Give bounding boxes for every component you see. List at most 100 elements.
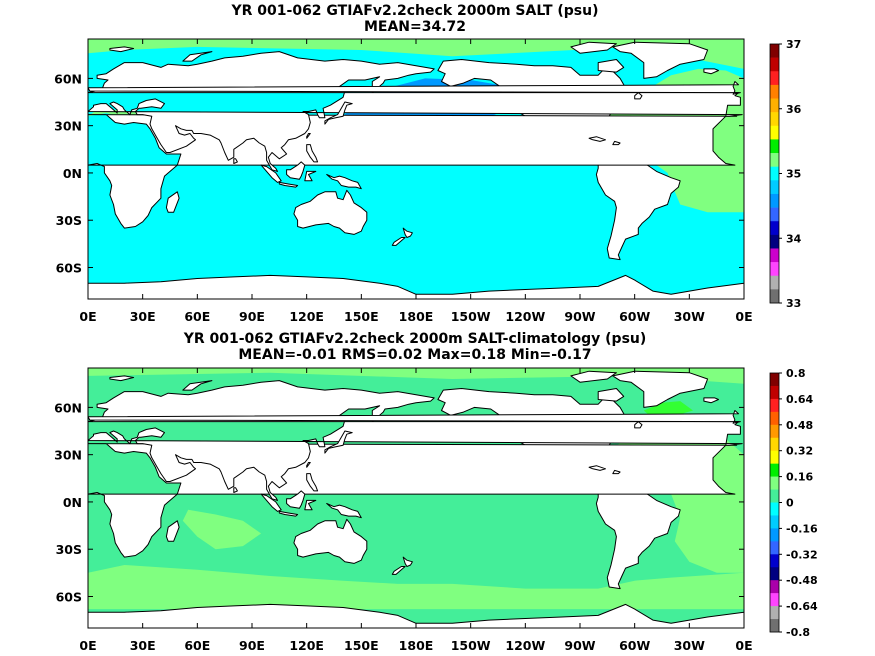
- colorbar-swatch: [770, 554, 779, 568]
- colorbar-swatch: [770, 275, 779, 290]
- panel1-xtick-label: 180E: [399, 309, 434, 324]
- colorbar-tick-label: 37: [786, 38, 801, 51]
- colorbar-swatch: [770, 619, 779, 633]
- panel2-ytick-label: 30N: [54, 448, 82, 463]
- panel1-xtick-label: 30E: [130, 309, 156, 324]
- panel1-land-sumatra: [260, 164, 282, 183]
- colorbar-swatch: [770, 221, 779, 236]
- colorbar-tick-label: 0.32: [786, 445, 813, 458]
- panel2-xtick-label: 180E: [399, 638, 434, 653]
- panel1-land-madagascar: [165, 191, 180, 213]
- colorbar-swatch: [770, 44, 779, 58]
- panel1-land-cuba: [588, 136, 606, 142]
- colorbar-swatch: [770, 528, 779, 542]
- panel2-indian-ocean-anomaly: [182, 509, 262, 550]
- colorbar-tick-label: 0: [786, 497, 794, 510]
- panel1-xtick-label: 120W: [505, 309, 545, 324]
- colorbar-swatch: [770, 84, 779, 99]
- colorbar-tick-label: 34: [786, 232, 802, 245]
- panel1-xtick-label: 90E: [239, 309, 265, 324]
- panel2-land-java: [278, 510, 299, 517]
- panel2-xtick-label: 60W: [619, 638, 650, 653]
- panel2-land-baffin: [597, 388, 625, 402]
- colorbar-swatch: [770, 112, 779, 127]
- panel2-land-cuba: [588, 465, 606, 471]
- panel2-land-japan: [324, 430, 353, 454]
- panel1-land-hispaniola: [612, 140, 621, 146]
- panel1-xtick-label: 60W: [619, 309, 650, 324]
- panel1-land-australia: [293, 189, 368, 235]
- colorbar-swatch: [770, 411, 779, 426]
- colorbar-swatch: [770, 385, 779, 400]
- panel2-xtick-label: 150W: [451, 638, 491, 653]
- colorbar-tick-label: -0.8: [786, 626, 810, 639]
- colorbar-tick-label: -0.64: [786, 600, 818, 613]
- colorbar-swatch: [770, 289, 779, 304]
- panel1-ytick-label: 60N: [54, 71, 82, 86]
- panel1-land-japan: [324, 101, 353, 125]
- panel2-xtick-label: 0E: [735, 638, 752, 653]
- panel2-subtitle: MEAN=-0.01 RMS=0.02 Max=0.18 Min=-0.17: [238, 347, 592, 363]
- panel1-land-britain: [88, 81, 741, 95]
- panel2-xtick-label: 90E: [239, 638, 265, 653]
- panel2-land-ellesmere: [570, 370, 617, 383]
- colorbar-tick-label: 0.16: [786, 471, 813, 484]
- panel2-xtick-label: 120E: [289, 638, 324, 653]
- panel1-colorbar: 37 36 35 34 33: [769, 38, 802, 310]
- colorbar-tick-label: 35: [786, 168, 801, 181]
- panel1-ytick-label: 60S: [56, 260, 82, 275]
- panel1-plot-area: [88, 39, 744, 299]
- panel1-title: YR 001-062 GTIAFv2.2check 2000m SALT (ps…: [231, 3, 599, 19]
- panel1-xtick-label: 90W: [564, 309, 595, 324]
- panel1-xtick-label: 120E: [289, 309, 324, 324]
- panel2-xtick-label: 90W: [564, 638, 595, 653]
- panel2-xtick-label: 30E: [130, 638, 156, 653]
- panel1-land-south-america: [595, 155, 681, 261]
- colorbar-swatch: [770, 98, 779, 113]
- panel1-land-eurasia: [88, 51, 743, 172]
- colorbar-swatch: [770, 139, 779, 154]
- colorbar-swatch: [770, 207, 779, 222]
- panel1-xtick-label: 0E: [735, 309, 752, 324]
- colorbar-swatch: [770, 153, 779, 167]
- colorbar-tick-label: 0.64: [786, 393, 813, 406]
- panel2-xtick-label: 120W: [505, 638, 545, 653]
- colorbar-swatch: [770, 541, 779, 555]
- colorbar-swatch: [770, 489, 779, 503]
- colorbar-swatch: [770, 450, 779, 464]
- panel2-land-philippines: [306, 473, 319, 492]
- panel1-land-africa: [88, 114, 738, 229]
- panel1-land-new-zealand-south: [391, 237, 406, 246]
- panel2-southern-ocean-anomaly: [88, 565, 744, 610]
- panel2-land-australia: [293, 518, 368, 564]
- panel2-xtick-label: 30W: [674, 638, 705, 653]
- panel1-map: 0E 30E 60E 90E 120E 150E 180E 150W 120W 90W 60W 30W…: [54, 38, 753, 324]
- colorbar-tick-label: -0.32: [786, 548, 818, 561]
- panel1-land-baffin: [597, 59, 625, 73]
- colorbar-swatch: [770, 180, 779, 195]
- panel1-gulf-of-guinea-patch: [707, 165, 744, 189]
- panel2-ytick-label: 60S: [56, 589, 82, 604]
- panel2-land-britain: [88, 410, 741, 424]
- panel1-land-taiwan: [306, 133, 311, 139]
- panel1-ytick-label: 0N: [63, 166, 82, 181]
- panel1-ytick-label: 30N: [54, 119, 82, 134]
- panel2-labrador-anomaly: [643, 401, 693, 417]
- colorbar-tick-label: 0.8: [786, 367, 806, 380]
- colorbar-swatch: [770, 234, 779, 249]
- panel2-land-novaya-zemlya: [182, 380, 213, 391]
- panel2-ytick-label: 0N: [63, 495, 82, 510]
- panel2-land-africa: [88, 443, 738, 558]
- panel1-land-new-guinea: [326, 174, 362, 190]
- panel2-land-eurasia: [88, 380, 743, 501]
- panel1-xtick-label: 30W: [674, 309, 705, 324]
- panel1-xtick-label: 60E: [184, 309, 210, 324]
- panel2-land-sulawesi: [304, 499, 317, 511]
- panel1-xtick-label: 0E: [79, 309, 96, 324]
- colorbar-tick-label: 0.48: [786, 419, 813, 432]
- panel1-land-java: [278, 181, 299, 188]
- panel2-land-south-america: [595, 484, 681, 590]
- colorbar-swatch: [770, 515, 779, 529]
- panel2-land-taiwan: [306, 462, 311, 468]
